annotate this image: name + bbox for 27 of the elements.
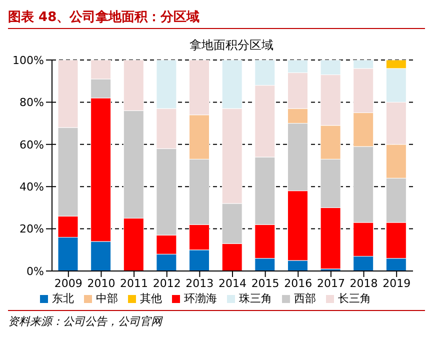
legend-label: 珠三角 [239,292,272,305]
legend-label: 中部 [96,292,118,305]
x-tick-label: 2012 [152,276,181,290]
legend-label: 环渤海 [184,292,217,305]
text: 资料来源：公司公告，公司官网 [8,314,164,329]
y-tick-label: 0% [26,264,44,278]
chart-subtitle: 拿地面积分区域 [188,37,274,54]
x-tick-label: 2017 [316,276,345,290]
y-tick-label: 60% [20,138,44,152]
legend-label: 东北 [52,292,74,305]
x-tick-label: 2015 [251,276,280,290]
legend-label: 其他 [140,292,162,305]
x-tick-label: 2019 [382,276,411,290]
x-tick-label: 2016 [284,276,312,290]
legend-label: 长三角 [338,292,371,305]
x-tick-label: 2010 [87,276,116,290]
x-tick-label: 2018 [350,276,378,290]
x-tick-label: 2013 [186,276,214,290]
x-tick-label: 2014 [218,276,246,290]
y-tick-label: 80% [20,96,44,110]
chart-title: 图表 48、公司拿地面积：分区域 [8,8,425,29]
y-tick-label: 100% [12,54,44,67]
legend-label: 西部 [294,292,316,305]
y-tick-label: 40% [20,180,44,194]
x-tick-label: 2009 [54,276,82,290]
x-tick-label: 2011 [120,276,148,290]
y-tick-label: 20% [20,222,44,236]
